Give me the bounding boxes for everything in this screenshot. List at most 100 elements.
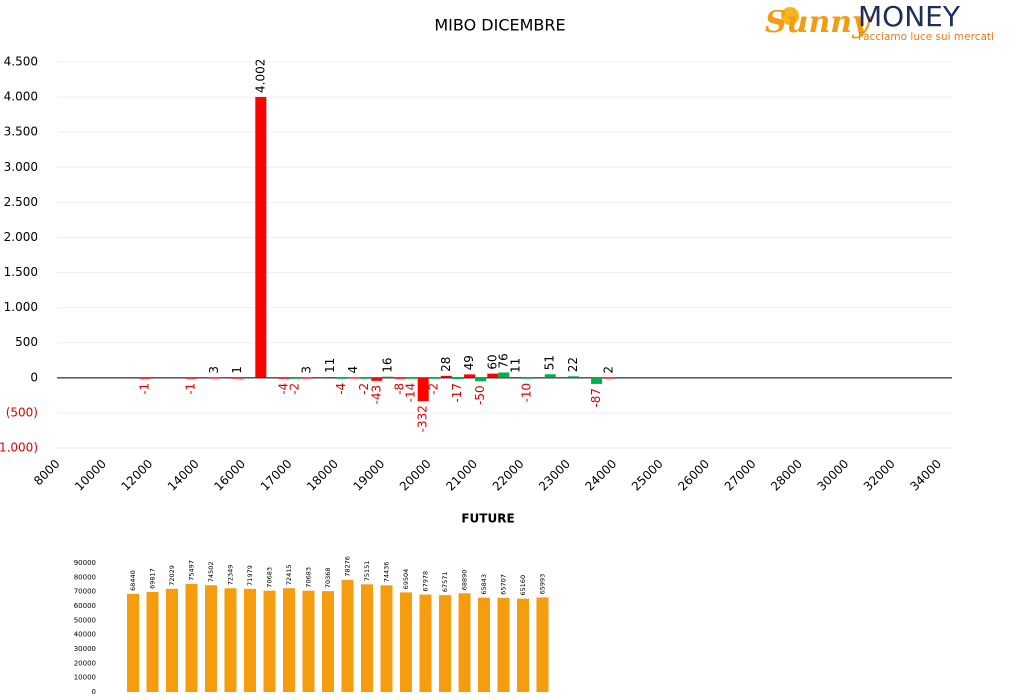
- data-label: 78276: [344, 556, 352, 577]
- data-label: 49: [462, 355, 476, 370]
- bar: [419, 594, 432, 692]
- bar: [439, 595, 451, 692]
- y-tick-label: 40000: [74, 631, 96, 639]
- bar: [405, 377, 417, 379]
- data-label: -14: [404, 383, 418, 403]
- data-label: 72029: [168, 565, 176, 586]
- bar: [166, 588, 178, 692]
- bar: [324, 377, 336, 379]
- data-label: -17: [450, 383, 464, 403]
- x-tick-label: 26000: [675, 457, 712, 494]
- data-label: -332: [416, 405, 430, 432]
- data-label: 3: [207, 366, 221, 374]
- x-tick-label: 27000: [722, 457, 759, 494]
- y-tick-label: 4.000: [4, 90, 38, 104]
- x-tick-label: 10000: [72, 457, 109, 494]
- data-label: 70368: [324, 567, 332, 588]
- bar: [359, 377, 371, 379]
- y-tick-label: 4.500: [4, 55, 38, 69]
- logo-sun: [781, 7, 799, 25]
- x-tick-label: 14000: [165, 457, 202, 494]
- bar: [498, 372, 510, 378]
- data-label: 4: [346, 366, 360, 374]
- bar: [224, 588, 237, 692]
- bar: [544, 374, 556, 378]
- bar: [510, 377, 522, 379]
- bar: [185, 377, 197, 379]
- data-label: 68890: [461, 570, 469, 591]
- bar: [458, 593, 471, 692]
- y-tick-label: 0: [30, 370, 38, 384]
- chart-title: MIBO DICEMBRE: [434, 16, 565, 35]
- bar: [208, 377, 220, 379]
- data-label: 69504: [402, 569, 410, 590]
- y-tick-label: 10000: [74, 674, 96, 682]
- bar: [591, 377, 603, 384]
- x-tick-label: 21000: [443, 457, 480, 494]
- x-tick-label: 19000: [350, 457, 387, 494]
- x-tick-label: 30000: [814, 457, 851, 494]
- y-tick-label: (1.000): [0, 441, 38, 455]
- x-tick-label: 25000: [629, 457, 666, 494]
- bar: [380, 585, 393, 692]
- y-tick-label: 30000: [74, 645, 96, 653]
- bar: [417, 377, 429, 402]
- bar: [400, 592, 412, 692]
- y-tick-label: (500): [6, 405, 38, 419]
- bar: [348, 377, 360, 379]
- bar: [127, 593, 139, 692]
- data-label: 2: [601, 366, 615, 374]
- bar: [255, 96, 267, 378]
- y-tick-label: 0: [92, 688, 96, 696]
- data-label: 75497: [188, 560, 196, 581]
- data-label: 11: [323, 358, 337, 373]
- bar: [139, 377, 151, 379]
- bar: [536, 597, 549, 692]
- y-tick-label: 60000: [74, 602, 96, 610]
- data-label: -50: [473, 385, 487, 405]
- bar: [301, 377, 313, 379]
- bar: [440, 375, 452, 378]
- data-label: 76: [496, 353, 510, 368]
- data-label: 72415: [285, 565, 293, 586]
- x-tick-label: 32000: [861, 457, 898, 494]
- logo-brand: Sunny: [765, 5, 872, 40]
- bar: [478, 597, 490, 692]
- y-tick-label: 50000: [74, 616, 96, 624]
- data-label: 60: [485, 354, 499, 369]
- bar: [394, 377, 406, 379]
- bar: [382, 376, 394, 378]
- bar: [322, 591, 334, 692]
- data-label: 3: [300, 366, 314, 374]
- x-tick-label: 22000: [490, 457, 527, 494]
- data-label: -4: [334, 383, 348, 395]
- y-tick-label: 3.000: [4, 160, 38, 174]
- x-tick-label: 23000: [536, 457, 573, 494]
- y-tick-label: 80000: [74, 573, 96, 581]
- data-label: 65160: [519, 575, 527, 596]
- bar: [371, 377, 383, 381]
- bar: [487, 373, 499, 378]
- data-label: 51: [543, 355, 557, 370]
- y-tick-label: 1.500: [4, 265, 38, 279]
- data-label: -4: [277, 383, 291, 395]
- data-label: -43: [369, 385, 383, 405]
- bar: [475, 377, 487, 382]
- chart-title: FUTURE: [461, 512, 514, 526]
- logo: Sunny MONEY Facciamo luce sui mercati: [765, 0, 994, 43]
- data-label: 22: [566, 357, 580, 372]
- bar: [232, 377, 244, 379]
- logo-name: MONEY: [858, 0, 961, 33]
- x-tick-label: 8000: [31, 457, 62, 488]
- bar: [517, 598, 529, 692]
- bar: [185, 583, 198, 692]
- bar: [497, 597, 510, 692]
- data-label: -2: [357, 383, 371, 395]
- data-label: -1: [137, 383, 151, 395]
- data-label: 70683: [266, 567, 274, 588]
- data-label: 11: [509, 358, 523, 373]
- bar: [521, 377, 533, 379]
- bar: [263, 590, 276, 692]
- bar: [361, 584, 373, 692]
- data-label: -1: [184, 383, 198, 395]
